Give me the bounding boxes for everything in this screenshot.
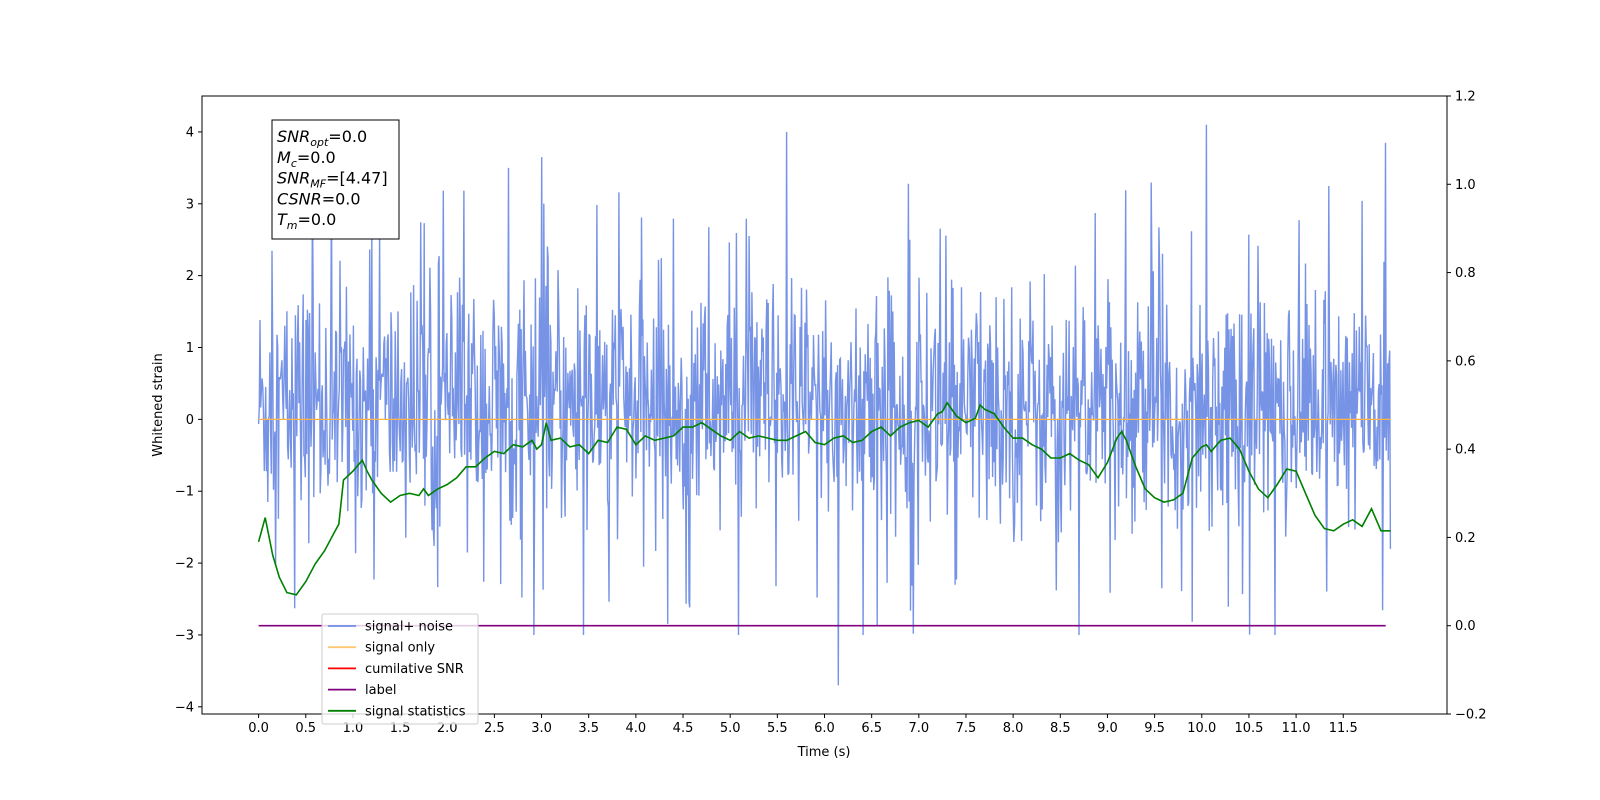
y-tick-label: −3: [175, 628, 194, 643]
y-tick-label: −2: [175, 557, 194, 572]
x-tick-label: 8.5: [1050, 721, 1071, 736]
x-tick-label: 4.0: [626, 721, 647, 736]
x-tick-label: 2.5: [484, 721, 505, 736]
y2-tick-label: 0.0: [1455, 619, 1476, 634]
y2-tick-label: 0.8: [1455, 266, 1476, 281]
x-tick-label: 0.0: [248, 721, 269, 736]
legend-label: signal statistics: [365, 704, 466, 719]
x-tick-label: 1.5: [390, 721, 411, 736]
y2-tick-label: 0.6: [1455, 354, 1476, 369]
y-tick-label: 4: [186, 125, 194, 140]
series-line-signal-statistics: [257, 401, 1391, 596]
x-tick-label: 9.0: [1097, 721, 1118, 736]
x-tick-label: 7.0: [908, 721, 929, 736]
x-tick-label: 9.5: [1144, 721, 1165, 736]
legend-label: cumilative SNR: [365, 662, 464, 677]
signal-noise-line: [257, 124, 1392, 686]
legend-label: label: [365, 683, 396, 698]
y-tick-label: 1: [186, 341, 194, 356]
x-tick-label: 5.0: [720, 721, 741, 736]
x-tick-label: 3.5: [578, 721, 599, 736]
y-tick-label: 2: [186, 269, 194, 284]
x-tick-label: 7.5: [956, 721, 977, 736]
y-tick-label: 3: [186, 197, 194, 212]
x-tick-label: 6.0: [814, 721, 835, 736]
x-tick-label: 8.0: [1003, 721, 1024, 736]
x-axis: 0.0 0.5 1.0 1.5 2.0 2.5 3.0 3.5 4.0 4.5 5.0 5.5 6.0 6…: [248, 714, 1358, 736]
y-axis-label: Whitened strain: [151, 353, 166, 456]
y-tick-label: 0: [186, 413, 194, 428]
annotation-frame: [271, 119, 400, 240]
y2-tick-label: 1.0: [1455, 178, 1476, 193]
annotation-line: SNRMF=[4.47]: [277, 169, 388, 191]
y2-tick-label: 0.4: [1455, 443, 1476, 458]
x-tick-label: 3.0: [531, 721, 552, 736]
annotation-line: Tm=0.0: [277, 210, 336, 232]
y2-tick-label: 1.2: [1455, 90, 1476, 105]
x-axis-label: Time (s): [797, 745, 851, 760]
x-tick-label: 4.5: [673, 721, 694, 736]
annotation-line: CSNR=0.0: [277, 189, 361, 208]
y2-tick-label: 0.2: [1455, 531, 1476, 546]
series-signal-noise: [257, 124, 1392, 686]
annotation-line: Mc=0.0: [277, 148, 336, 170]
y-tick-label: −4: [175, 700, 194, 715]
y-axis-right: −0.2 0.0 0.2 0.4 0.6 0.8 1.0 1.2: [1447, 90, 1487, 723]
legend-label: signal only: [365, 641, 435, 656]
y2-tick-label: −0.2: [1455, 708, 1487, 723]
y-tick-label: −1: [175, 485, 194, 500]
y-axis-left: −4 −3 −2 −1 0 1 2 3 4: [175, 125, 202, 715]
legend: signal+ noise signal only cumilative SNR la…: [321, 613, 479, 725]
x-tick-label: 6.5: [861, 721, 882, 736]
annotation-line: SNRopt=0.0: [277, 127, 367, 149]
x-tick-label: 11.0: [1282, 721, 1311, 736]
legend-frame: [321, 613, 479, 725]
x-tick-label: 0.5: [295, 721, 316, 736]
x-tick-label: 5.5: [767, 721, 788, 736]
x-tick-label: 11.5: [1329, 721, 1358, 736]
x-tick-label: 2.0: [437, 721, 458, 736]
legend-label: signal+ noise: [365, 620, 453, 635]
x-tick-label: 10.5: [1234, 721, 1263, 736]
x-tick-label: 10.0: [1187, 721, 1216, 736]
x-tick-label: 1.0: [343, 721, 364, 736]
